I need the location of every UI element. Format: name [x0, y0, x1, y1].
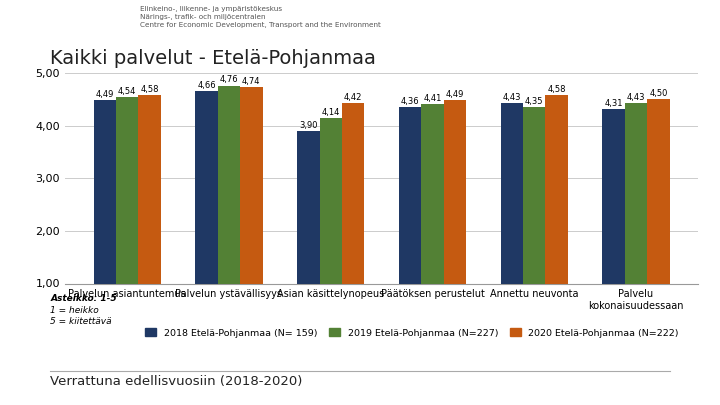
- Bar: [94, 100, 116, 336]
- Legend: 2018 Etelä-Pohjanmaa (N= 159), 2019 Etelä-Pohjanmaa (N=227), 2020 Etelä-Pohjanma: 2018 Etelä-Pohjanmaa (N= 159), 2019 Etel…: [145, 328, 679, 337]
- Text: 4,43: 4,43: [627, 93, 645, 102]
- Text: Närings-, trafik- och miljöcentralen: Närings-, trafik- och miljöcentralen: [140, 14, 266, 20]
- Text: Verrattuna edellisvuosiin (2018-2020): Verrattuna edellisvuosiin (2018-2020): [50, 375, 303, 388]
- Text: Asteikko: 1-5: Asteikko: 1-5: [50, 294, 117, 303]
- Text: 4,58: 4,58: [140, 85, 159, 94]
- Text: Kaikki palvelut - Etelä-Pohjanmaa: Kaikki palvelut - Etelä-Pohjanmaa: [50, 49, 377, 68]
- Text: 4,42: 4,42: [344, 94, 362, 102]
- Text: Centre for Economic Development, Transport and the Environment: Centre for Economic Development, Transpo…: [140, 22, 382, 28]
- Bar: [297, 131, 320, 336]
- Bar: [217, 85, 240, 336]
- Bar: [444, 100, 466, 336]
- Text: 4,49: 4,49: [96, 90, 114, 99]
- Text: Elinkeino-, liikenne- ja ympäristökeskus: Elinkeino-, liikenne- ja ympäristökeskus: [140, 6, 282, 12]
- Text: 4,41: 4,41: [423, 94, 441, 103]
- Text: 4,50: 4,50: [649, 89, 667, 98]
- Bar: [240, 87, 263, 336]
- Text: 4,66: 4,66: [197, 81, 216, 90]
- Bar: [500, 103, 523, 336]
- Text: 4,36: 4,36: [401, 96, 420, 106]
- Bar: [523, 107, 546, 336]
- Bar: [342, 103, 364, 336]
- Text: 1 = heikko: 1 = heikko: [50, 306, 99, 315]
- Bar: [116, 97, 138, 336]
- Bar: [138, 95, 161, 336]
- Text: 3,90: 3,90: [299, 121, 318, 130]
- Text: 4,14: 4,14: [322, 108, 340, 117]
- Text: 4,58: 4,58: [547, 85, 566, 94]
- Bar: [625, 103, 647, 336]
- Bar: [421, 104, 444, 336]
- Text: 4,31: 4,31: [604, 99, 623, 108]
- Bar: [195, 91, 217, 336]
- Text: 4,43: 4,43: [503, 93, 521, 102]
- Text: 4,54: 4,54: [118, 87, 136, 96]
- Bar: [320, 118, 342, 336]
- Text: 5 = kiitettävä: 5 = kiitettävä: [50, 317, 112, 326]
- Text: 4,76: 4,76: [220, 75, 238, 85]
- Bar: [603, 109, 625, 336]
- Bar: [546, 95, 568, 336]
- Text: 4,74: 4,74: [242, 77, 261, 85]
- Bar: [647, 99, 670, 336]
- Bar: [399, 107, 421, 336]
- Text: 4,35: 4,35: [525, 97, 544, 106]
- Text: 4,49: 4,49: [446, 90, 464, 99]
